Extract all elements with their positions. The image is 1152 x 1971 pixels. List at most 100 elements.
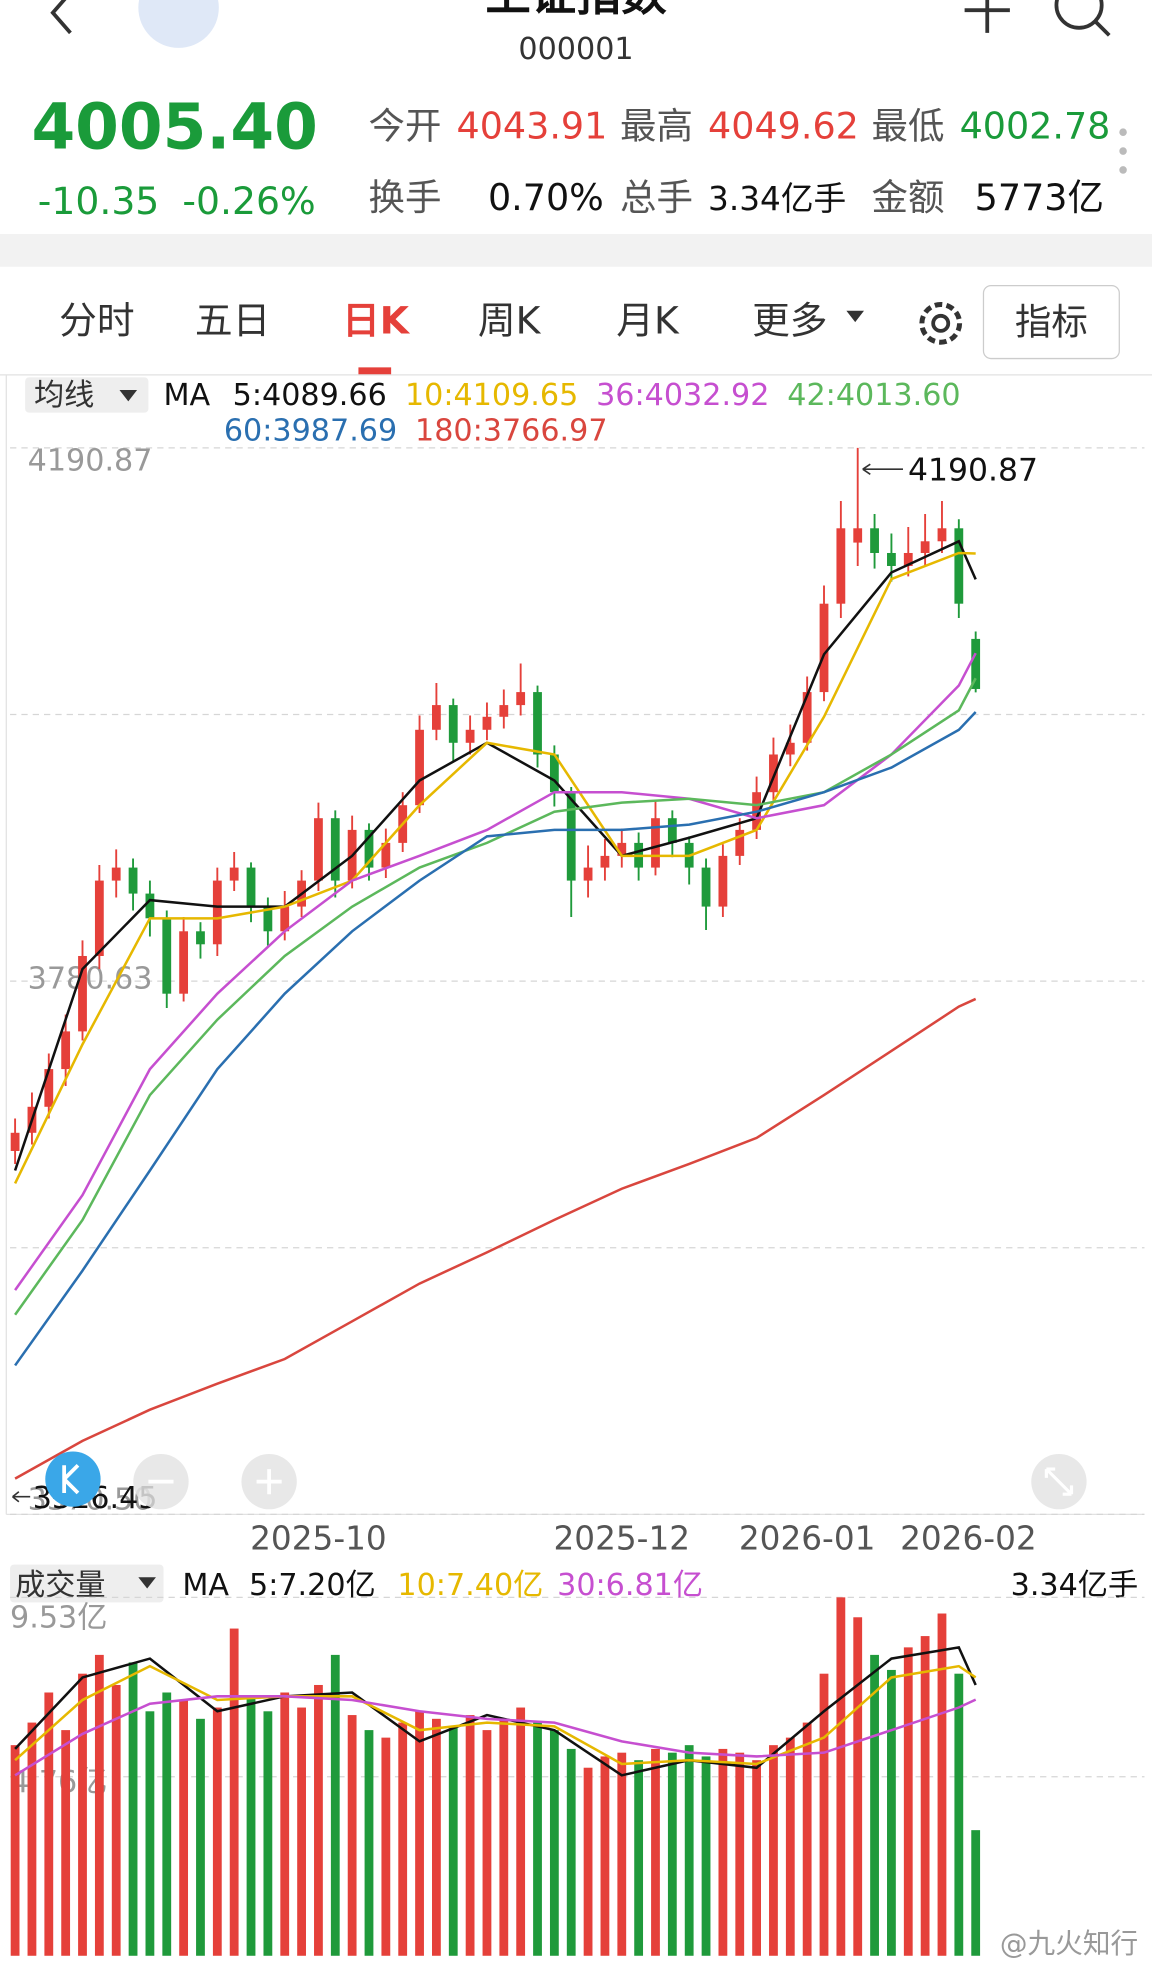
x-tick-label: 2026-01 [739,1520,876,1558]
candle-body [61,1031,71,1070]
ma-line [14,997,977,1480]
ma-selector[interactable] [25,377,149,413]
ma-line [14,1664,977,1766]
volume-bar [634,1760,644,1956]
tab[interactable]: 月K [616,298,680,342]
settings-button[interactable] [919,301,963,345]
volume-bar [381,1737,391,1956]
avatar[interactable] [138,0,219,48]
search-button[interactable] [1054,0,1111,37]
x-tick-label: 2025-12 [553,1520,690,1558]
tab-active[interactable]: 日K [342,298,411,342]
volume-selector[interactable] [10,1564,164,1603]
legend-entry: 10:4109.65 [405,378,578,413]
dot [1119,166,1127,174]
add-button[interactable] [964,0,1010,33]
volume-bar [415,1711,424,1956]
volume-bar [651,1748,660,1956]
dropdown-icon [138,1577,156,1589]
y-tick-label: 9.53亿 [10,1601,107,1636]
candle-body [229,867,239,881]
volume-bar [583,1767,593,1956]
gear-icon [931,313,951,333]
tab-underline [358,367,392,375]
x-tick-label: 2025-10 [250,1520,387,1558]
search-icon [1094,20,1111,37]
x-tick-label: 2026-02 [900,1520,1037,1558]
tab[interactable]: 分时 [59,298,134,342]
volume-bar [61,1730,71,1956]
candle-body [870,528,879,553]
dropdown-icon [119,390,138,402]
volume-bar [701,1756,711,1956]
legend-entry: 180:3766.97 [415,413,608,448]
legend-entry: 5:4089.66 [233,378,387,413]
volume-bar [752,1760,761,1956]
volume-bar [432,1718,441,1956]
candle-body [364,829,374,868]
candle-body [701,867,711,907]
candle-body [381,842,391,868]
stat-value: 4049.62 [708,104,859,147]
volume-bar [971,1830,981,1956]
candle-body [415,729,424,806]
volume-bar [94,1654,104,1956]
candle-body [212,880,222,945]
indicator-button[interactable] [982,284,1120,360]
high-label: 4190.87 [908,453,1038,489]
y-tick-label: 4.76亿 [10,1765,107,1800]
candle-body [887,552,896,566]
tab[interactable]: 更多 [752,298,827,342]
separator [0,234,1152,267]
volume-bar [347,1715,357,1956]
volume-bar [600,1756,610,1956]
candle-body [314,818,323,881]
search-icon [1054,0,1104,30]
volume-bar [903,1647,913,1956]
volume-bar [853,1617,863,1956]
stat-label: 最高 [620,104,693,147]
volume-bar [836,1597,846,1956]
candle-body [280,906,290,932]
volume-bar [212,1707,222,1956]
arrow [12,1491,31,1503]
candle-body [920,541,930,553]
ma-line [13,551,976,1185]
ma-selector-label: 均线 [34,378,94,413]
ma-line [14,1695,977,1777]
indicator-button-label: 指标 [1015,301,1088,344]
volume-bar [549,1730,559,1956]
candle-body [769,754,778,793]
candle-body [516,692,526,706]
volume-bar [314,1684,323,1956]
candle-body [196,931,205,945]
volume-bar [533,1722,542,1956]
stat-label: 换手 [368,176,441,219]
price: 4005.40 [31,91,317,164]
back-button[interactable] [50,0,72,35]
change-pct: -0.26% [182,179,315,223]
candle-body [785,742,795,755]
volume-bar [145,1711,155,1956]
more-dots[interactable] [1119,128,1127,174]
legend-entry: 5:7.20亿 [249,1568,376,1603]
code: 000001 [518,32,633,67]
tab[interactable]: 周K [478,298,542,342]
k-button[interactable] [45,1451,101,1507]
stat-value: 4002.78 [960,104,1111,147]
k-icon [62,1463,80,1495]
candle-body [482,716,492,730]
tab[interactable]: 五日 [195,298,270,342]
candle-body [162,918,172,994]
candle-body [819,603,829,693]
volume-bar [263,1711,273,1956]
candle-body [735,829,745,856]
candle-body [94,880,104,956]
stat-label: 总手 [620,176,693,219]
candle-body [853,528,863,543]
ma-line [14,711,977,1367]
stat-value: 3.34亿手 [708,180,846,218]
candle-body [718,855,728,907]
plus-icon [256,1469,282,1495]
volume-bar [246,1696,256,1956]
